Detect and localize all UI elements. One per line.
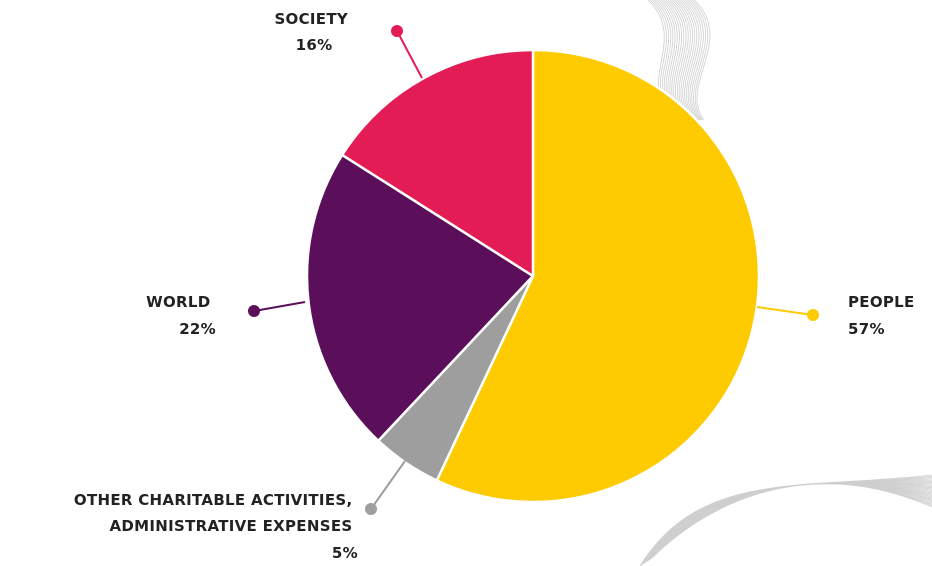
pie-slices — [305, 48, 761, 504]
wave-line — [693, 0, 711, 121]
leader-people-line — [756, 306, 814, 316]
leader-world-dot — [248, 305, 260, 317]
leader-society-line — [396, 30, 423, 79]
slice-label-world: WORLD 22% — [146, 293, 216, 338]
wave-line — [689, 0, 707, 121]
slice-label-people: PEOPLE 57% — [848, 293, 920, 338]
background-wave-decoration — [639, 0, 932, 566]
leader-people-dot — [807, 309, 819, 321]
leader-world-line — [253, 301, 306, 312]
wave-line — [651, 483, 932, 559]
leader-other-dot — [365, 503, 377, 515]
wave-line — [647, 483, 932, 561]
wave-line — [685, 0, 702, 121]
wave-line — [682, 0, 700, 121]
wave-line — [678, 0, 696, 121]
slice-society — [340, 48, 535, 278]
wave-line — [691, 0, 709, 121]
leader-other-line — [370, 460, 406, 510]
slice-people — [435, 48, 761, 504]
leader-society-dot — [391, 25, 403, 37]
slice-world — [305, 153, 535, 442]
wave-line — [676, 0, 694, 121]
wave-line — [687, 0, 704, 121]
wave-line — [648, 483, 932, 561]
slice-label-other: OTHER CHARITABLE ACTIVITIES, ADMINISTRAT… — [74, 491, 358, 562]
slice-label-society: SOCIETY 16% — [274, 10, 353, 54]
leader-lines — [248, 25, 819, 515]
wave-line — [680, 0, 698, 121]
